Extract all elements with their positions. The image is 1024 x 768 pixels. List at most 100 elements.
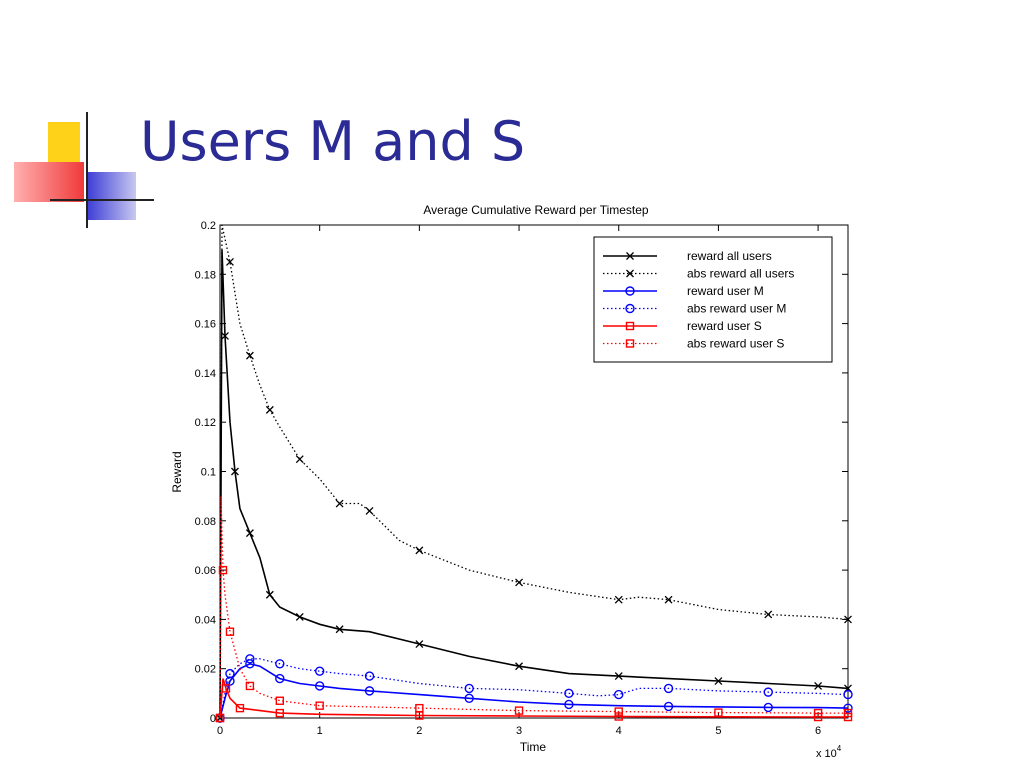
data-point: [314, 666, 325, 676]
data-point: [235, 703, 245, 713]
x-tick-label: 3: [516, 725, 522, 737]
chart-title: Average Cumulative Reward per Timestep: [423, 203, 649, 217]
legend-marker: [625, 303, 635, 314]
y-tick-label: 0.2: [201, 220, 216, 232]
series-reward-user-S: [215, 678, 853, 723]
x-tick-label: 2: [416, 725, 422, 737]
legend-label: abs reward user S: [687, 337, 784, 351]
decorative-blue-gradient-bar: [86, 172, 136, 220]
x-tick-label: 1: [317, 725, 323, 737]
x-axis-label: Time: [520, 740, 547, 754]
y-tick-label: 0.14: [195, 368, 216, 380]
series-line: [219, 249, 849, 719]
data-point: [844, 615, 852, 624]
data-point: [664, 595, 673, 604]
data-point: [364, 671, 375, 681]
data-point: [265, 590, 274, 599]
legend-item: reward all users: [603, 249, 772, 263]
legend-item: abs reward user S: [603, 337, 784, 351]
data-point: [245, 659, 255, 669]
data-point: [415, 640, 424, 649]
y-tick-label: 0: [210, 713, 216, 725]
axis-ticks: 0 1 2 3 4 5 6 0 0.02 0.04 0.06 0.08 0.1 0.12 0.14 0.16 0…: [195, 220, 848, 737]
legend-item: reward user M: [603, 284, 764, 298]
x-tick-label: 6: [815, 725, 821, 737]
x-tick-label: 0: [217, 725, 223, 737]
data-point: [225, 627, 235, 636]
decorative-horizontal-line: [50, 199, 154, 201]
legend-label: reward all users: [687, 249, 772, 263]
data-point: [614, 672, 623, 681]
legend-item: abs reward all users: [603, 267, 794, 281]
data-point: [415, 546, 424, 555]
y-tick-label: 0.08: [195, 516, 216, 528]
data-point: [221, 684, 231, 693]
data-point: [763, 687, 773, 697]
x-tick-label: 5: [715, 725, 721, 737]
data-point: [843, 703, 853, 713]
legend-label: abs reward user M: [687, 302, 786, 316]
decorative-red-gradient-bar: [14, 162, 84, 202]
data-point: [245, 681, 255, 691]
decorative-vertical-line: [86, 112, 88, 228]
y-tick-label: 0.1: [201, 467, 216, 479]
series-abs-reward-user-S: [215, 496, 853, 723]
data-point: [245, 654, 255, 664]
data-point: [763, 702, 773, 713]
data-point: [415, 703, 424, 713]
data-point: [335, 499, 344, 508]
data-point: [614, 595, 623, 604]
data-point: [515, 662, 524, 671]
legend-marker: [626, 269, 634, 278]
data-point: [265, 405, 274, 414]
data-point: [663, 683, 674, 694]
data-point: [764, 610, 773, 619]
series-line: [219, 662, 849, 719]
x-multiplier-label: x 104: [816, 744, 842, 760]
data-point: [275, 673, 285, 684]
data-point: [225, 668, 235, 679]
y-tick-label: 0.04: [195, 614, 216, 626]
legend-marker: [625, 286, 635, 296]
legend-marker: [626, 252, 634, 260]
data-point: [514, 706, 524, 715]
legend-label: reward user S: [687, 319, 762, 333]
data-point: [564, 688, 574, 699]
data-point: [335, 625, 344, 634]
legend-marker: [625, 321, 635, 331]
legend-marker: [625, 339, 635, 348]
data-point: [464, 693, 474, 703]
y-tick-label: 0.02: [195, 664, 216, 676]
data-point: [275, 659, 285, 669]
y-tick-label: 0.16: [195, 319, 216, 331]
legend-item: reward user S: [603, 319, 762, 333]
data-point: [295, 455, 304, 464]
y-tick-label: 0.06: [195, 565, 216, 577]
data-point: [221, 331, 229, 340]
data-point: [663, 701, 674, 712]
data-point: [564, 699, 574, 710]
legend-item: abs reward user M: [603, 302, 786, 316]
data-point: [614, 707, 623, 716]
data-point: [614, 689, 624, 700]
series-layer: [215, 224, 853, 723]
data-point: [714, 708, 723, 717]
data-point: [215, 713, 225, 723]
y-axis-label: Reward: [170, 451, 184, 492]
series-line: [219, 678, 848, 719]
data-point: [365, 506, 374, 515]
decorative-yellow-square: [48, 122, 80, 162]
data-point: [295, 612, 304, 621]
series-reward-user-M: [215, 659, 853, 723]
data-point: [226, 258, 234, 266]
data-point: [275, 696, 285, 705]
x-tick-label: 4: [616, 725, 622, 737]
data-point: [218, 565, 228, 575]
data-point: [843, 689, 853, 700]
series-abs-reward-all-users: [216, 224, 852, 722]
data-point: [314, 681, 325, 691]
data-point: [245, 529, 254, 538]
data-point: [230, 467, 239, 476]
data-point: [364, 686, 375, 696]
